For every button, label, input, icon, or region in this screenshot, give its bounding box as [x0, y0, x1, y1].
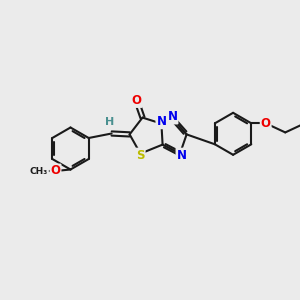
Text: O: O [261, 117, 271, 130]
Text: O: O [50, 164, 61, 178]
Text: CH₃: CH₃ [30, 167, 48, 176]
Text: N: N [176, 148, 187, 162]
Text: S: S [136, 148, 145, 162]
Text: O: O [131, 94, 142, 107]
Text: N: N [156, 115, 167, 128]
Text: H: H [106, 117, 115, 127]
Text: N: N [167, 110, 178, 124]
